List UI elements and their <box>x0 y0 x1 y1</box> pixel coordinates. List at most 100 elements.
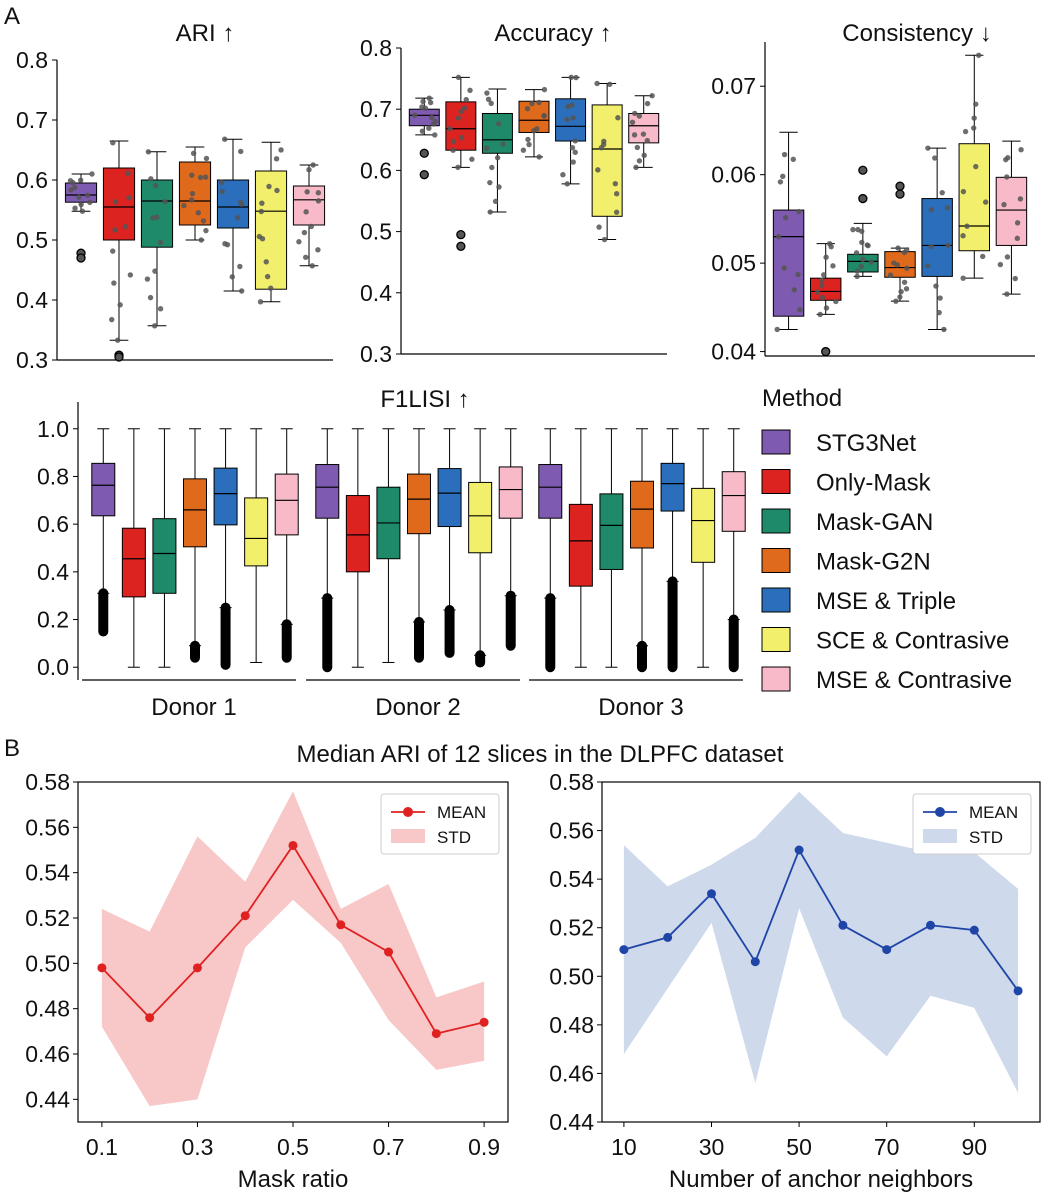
ari-point <box>273 156 280 162</box>
mask-ratio-mean-point <box>288 840 298 850</box>
anchor-neighbors-std-band <box>623 791 1019 1093</box>
legend-label-1: Only-Mask <box>816 470 932 497</box>
consistency-point <box>941 326 947 333</box>
ari-point <box>145 149 152 155</box>
legend-swatch-2 <box>761 508 791 534</box>
accuracy-point <box>570 115 576 121</box>
accuracy-point <box>572 138 578 144</box>
consistency-point <box>1014 220 1021 226</box>
consistency-point <box>1001 201 1007 208</box>
ari-point <box>154 214 160 220</box>
consistency-point <box>859 228 865 234</box>
f1lisi-y-tick-label: 0.6 <box>37 511 69 537</box>
panel-label-a: A <box>4 3 20 30</box>
accuracy-point <box>489 164 495 171</box>
anchor-neighbors-legend-std-label: STD <box>969 828 1003 847</box>
accuracy-y-tick-label: 0.3 <box>360 341 392 367</box>
consistency-outlier <box>895 181 905 191</box>
accuracy-point <box>607 81 613 87</box>
f1lisi-title: F1LISI ↑ <box>380 386 469 413</box>
accuracy-outlier <box>419 148 429 158</box>
ari-point <box>114 337 121 343</box>
consistency-point <box>895 245 901 251</box>
f1lisi-box-5 <box>244 497 269 567</box>
anchor-neighbors-mean-point <box>794 845 804 855</box>
ari-point <box>72 205 78 211</box>
ari-outlier <box>114 352 124 362</box>
accuracy-point <box>426 125 432 131</box>
ari-point <box>301 229 308 236</box>
consistency-point <box>980 253 986 260</box>
consistency-point <box>850 226 856 233</box>
accuracy-point <box>427 99 434 106</box>
ari-title: ARI ↑ <box>176 20 235 47</box>
ari-point <box>152 323 158 329</box>
f1lisi-box-5 <box>691 487 716 563</box>
ari-point <box>202 174 209 180</box>
anchor-neighbors-mean-point <box>882 945 892 955</box>
ari-point <box>111 280 117 286</box>
accuracy-point <box>536 99 542 106</box>
panel-label-b: B <box>4 735 20 762</box>
ari-point <box>188 197 195 203</box>
consistency-point <box>898 288 904 295</box>
accuracy-point <box>541 112 547 119</box>
ari-y-tick-label: 0.3 <box>16 347 48 373</box>
ari-point <box>257 299 264 305</box>
ari-point <box>203 227 209 234</box>
ari-point <box>87 199 93 206</box>
ari-outlier <box>76 253 86 263</box>
accuracy-point <box>524 105 531 112</box>
mask-ratio-mean-point <box>431 1029 441 1039</box>
accuracy-y-tick-label: 0.5 <box>360 219 392 245</box>
ari-box-0 <box>64 182 98 203</box>
ari-point <box>72 184 78 191</box>
consistency-point <box>819 294 826 301</box>
consistency-point <box>1012 275 1018 282</box>
ari-point <box>122 223 129 230</box>
ari-y-tick-label: 0.8 <box>16 47 48 73</box>
mask-ratio-y-tick-label: 0.44 <box>25 1086 70 1112</box>
ari-point <box>258 208 265 215</box>
legend-swatch-0 <box>761 429 791 455</box>
ari-point <box>152 182 159 189</box>
ari-point <box>308 223 315 230</box>
accuracy-point <box>455 115 462 121</box>
anchor-neighbors-y-tick-label: 0.58 <box>549 769 594 795</box>
anchor-neighbors-legend-std-swatch <box>923 829 957 843</box>
legend-title: Method <box>762 385 842 412</box>
consistency-point <box>797 306 803 313</box>
accuracy-point <box>458 108 464 115</box>
anchor-neighbors-x-tick-label: 90 <box>962 1134 988 1160</box>
consistency-point <box>790 156 797 162</box>
consistency-point <box>973 101 979 107</box>
consistency-point <box>1004 254 1011 260</box>
consistency-point <box>973 163 979 170</box>
mask-ratio-y-tick-label: 0.48 <box>25 996 70 1022</box>
anchor-neighbors-mean-line <box>623 847 1019 992</box>
consistency-point <box>1003 156 1009 163</box>
ari-point <box>237 263 243 270</box>
accuracy-point <box>484 90 490 96</box>
accuracy-point <box>613 191 620 197</box>
consistency-point <box>960 188 967 195</box>
accuracy-point <box>612 180 619 187</box>
consistency-point <box>830 263 836 269</box>
consistency-point <box>796 208 802 215</box>
consistency-point <box>887 272 894 278</box>
ari-point <box>303 209 309 215</box>
f1lisi-group-label: Donor 2 <box>375 694 460 721</box>
ari-point <box>238 148 244 155</box>
consistency-point <box>775 234 782 240</box>
f1lisi-group-label: Donor 1 <box>151 694 236 721</box>
mask-ratio-y-tick-label: 0.46 <box>25 1041 70 1067</box>
f1lisi-box-3 <box>407 473 431 535</box>
accuracy-point <box>598 145 605 151</box>
ari-y-tick-label: 0.6 <box>16 167 48 193</box>
ari-point <box>256 233 263 240</box>
f1lisi-box-6 <box>274 473 299 536</box>
ari-point <box>306 167 312 173</box>
accuracy-point <box>572 149 578 155</box>
f1lisi-box-6 <box>498 466 523 519</box>
